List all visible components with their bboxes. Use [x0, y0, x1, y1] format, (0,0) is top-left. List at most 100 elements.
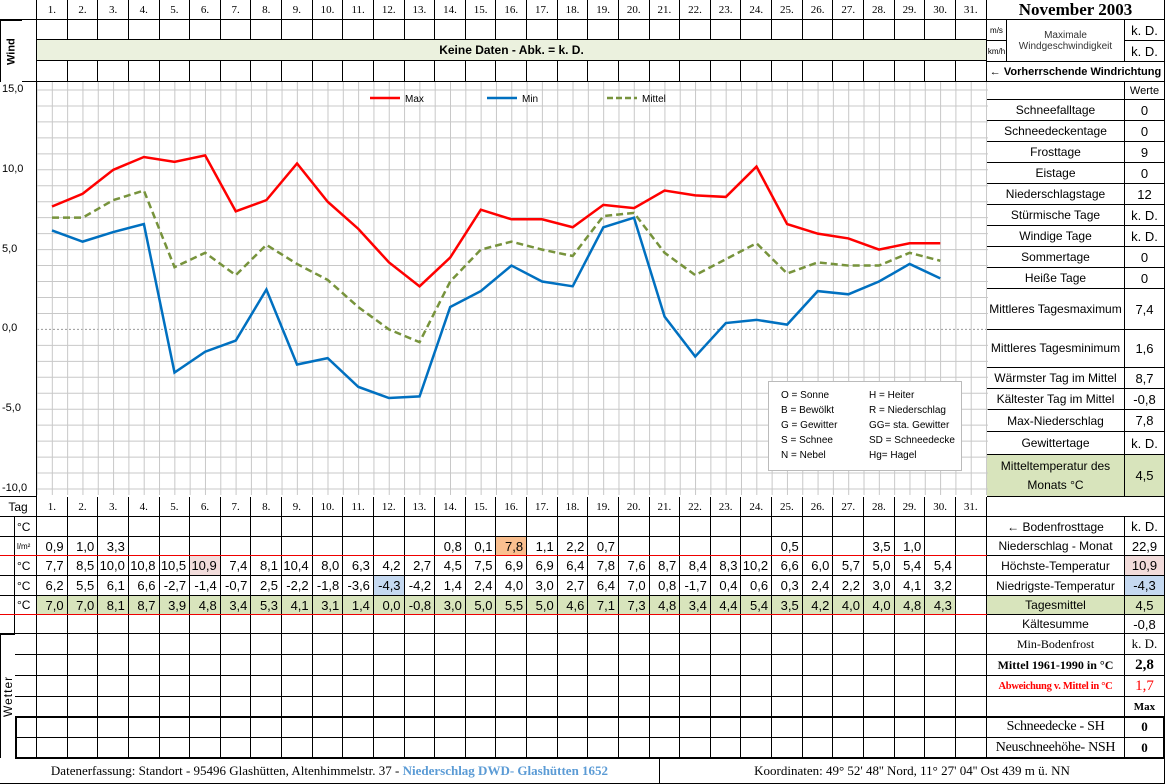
weather-cell[interactable]: [67, 615, 99, 634]
weather-cell[interactable]: [98, 634, 129, 655]
weather-cell[interactable]: [894, 634, 926, 655]
weather-cell[interactable]: [649, 655, 681, 676]
weather-cell[interactable]: [649, 615, 681, 634]
weather-cell[interactable]: [465, 615, 497, 634]
weather-cell[interactable]: [435, 697, 466, 717]
weather-cell[interactable]: [894, 676, 926, 697]
weather-cell[interactable]: [67, 634, 99, 655]
weather-cell[interactable]: [527, 717, 558, 738]
weather-cell[interactable]: [404, 615, 436, 634]
weather-cell[interactable]: [496, 634, 528, 655]
weather-cell[interactable]: [588, 676, 619, 697]
weather-cell[interactable]: [864, 655, 895, 676]
weather-cell[interactable]: [496, 615, 528, 634]
weather-cell[interactable]: [618, 717, 650, 738]
weather-cell[interactable]: [588, 697, 619, 717]
weather-cell[interactable]: [312, 697, 344, 717]
weather-cell[interactable]: [772, 717, 803, 738]
weather-cell[interactable]: [741, 634, 773, 655]
weather-cell[interactable]: [282, 615, 313, 634]
weather-cell[interactable]: [496, 717, 528, 738]
weather-cell[interactable]: [435, 634, 466, 655]
weather-cell[interactable]: [864, 697, 895, 717]
weather-cell[interactable]: [98, 697, 129, 717]
weather-cell[interactable]: [190, 676, 221, 697]
weather-cell[interactable]: [220, 697, 252, 717]
weather-cell[interactable]: [802, 738, 834, 758]
weather-cell[interactable]: [925, 615, 956, 634]
weather-cell[interactable]: [618, 697, 650, 717]
weather-cell[interactable]: [190, 615, 221, 634]
weather-cell[interactable]: [833, 655, 864, 676]
weather-cell[interactable]: [343, 697, 374, 717]
weather-cell[interactable]: [955, 676, 987, 697]
weather-cell[interactable]: [618, 634, 650, 655]
weather-cell[interactable]: [649, 697, 681, 717]
weather-cell[interactable]: [802, 676, 834, 697]
weather-cell[interactable]: [925, 655, 956, 676]
weather-cell[interactable]: [680, 717, 711, 738]
weather-cell[interactable]: [864, 717, 895, 738]
weather-cell[interactable]: [435, 738, 466, 758]
weather-cell[interactable]: [220, 676, 252, 697]
weather-cell[interactable]: [343, 676, 374, 697]
weather-cell[interactable]: [588, 615, 619, 634]
weather-cell[interactable]: [710, 717, 742, 738]
weather-cell[interactable]: [772, 697, 803, 717]
weather-cell[interactable]: [343, 738, 374, 758]
weather-cell[interactable]: [618, 655, 650, 676]
weather-cell[interactable]: [741, 717, 773, 738]
weather-cell[interactable]: [955, 717, 987, 738]
weather-cell[interactable]: [98, 615, 129, 634]
weather-cell[interactable]: [282, 738, 313, 758]
weather-cell[interactable]: [373, 717, 405, 738]
weather-cell[interactable]: [527, 634, 558, 655]
weather-cell[interactable]: [527, 615, 558, 634]
weather-cell[interactable]: [833, 676, 864, 697]
weather-cell[interactable]: [343, 717, 374, 738]
weather-cell[interactable]: [404, 697, 436, 717]
weather-cell[interactable]: [67, 697, 99, 717]
weather-cell[interactable]: [894, 655, 926, 676]
weather-cell[interactable]: [282, 634, 313, 655]
weather-cell[interactable]: [159, 697, 191, 717]
weather-cell[interactable]: [802, 615, 834, 634]
weather-cell[interactable]: [955, 615, 987, 634]
weather-cell[interactable]: [649, 634, 681, 655]
weather-cell[interactable]: [404, 634, 436, 655]
weather-cell[interactable]: [710, 655, 742, 676]
weather-cell[interactable]: [802, 655, 834, 676]
weather-cell[interactable]: [465, 655, 497, 676]
weather-cell[interactable]: [772, 615, 803, 634]
weather-cell[interactable]: [404, 738, 436, 758]
weather-cell[interactable]: [220, 655, 252, 676]
weather-cell[interactable]: [312, 634, 344, 655]
weather-cell[interactable]: [343, 615, 374, 634]
weather-cell[interactable]: [37, 676, 68, 697]
weather-cell[interactable]: [618, 676, 650, 697]
weather-cell[interactable]: [588, 634, 619, 655]
weather-cell[interactable]: [190, 738, 221, 758]
weather-cell[interactable]: [465, 697, 497, 717]
weather-cell[interactable]: [404, 676, 436, 697]
weather-cell[interactable]: [98, 738, 129, 758]
weather-cell[interactable]: [925, 634, 956, 655]
weather-cell[interactable]: [741, 738, 773, 758]
weather-cell[interactable]: [128, 697, 160, 717]
weather-cell[interactable]: [98, 676, 129, 697]
weather-cell[interactable]: [955, 697, 987, 717]
weather-cell[interactable]: [802, 697, 834, 717]
weather-cell[interactable]: [128, 676, 160, 697]
weather-cell[interactable]: [618, 615, 650, 634]
weather-cell[interactable]: [128, 634, 160, 655]
weather-cell[interactable]: [680, 697, 711, 717]
weather-cell[interactable]: [220, 615, 252, 634]
weather-cell[interactable]: [680, 615, 711, 634]
weather-cell[interactable]: [772, 655, 803, 676]
weather-cell[interactable]: [649, 676, 681, 697]
weather-cell[interactable]: [833, 615, 864, 634]
weather-cell[interactable]: [67, 738, 99, 758]
weather-cell[interactable]: [557, 697, 589, 717]
weather-cell[interactable]: [557, 738, 589, 758]
weather-cell[interactable]: [557, 634, 589, 655]
